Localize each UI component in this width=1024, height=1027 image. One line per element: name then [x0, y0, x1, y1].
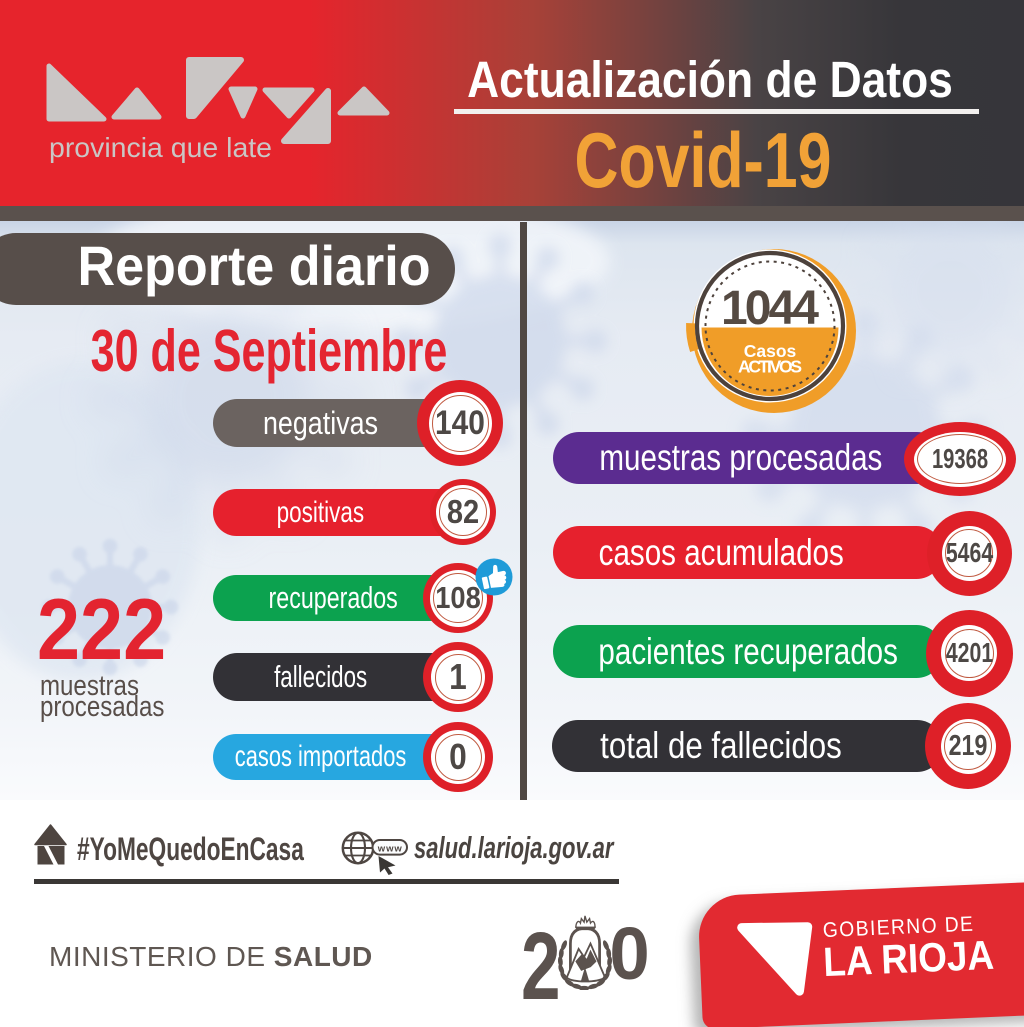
svg-text:provincia que late: provincia que late: [49, 132, 272, 163]
svg-text:Casos: Casos: [744, 341, 797, 361]
svg-text:ACTIVOS: ACTIVOS: [738, 357, 802, 377]
svg-text:www: www: [377, 843, 403, 854]
svg-text:1044: 1044: [721, 282, 819, 335]
